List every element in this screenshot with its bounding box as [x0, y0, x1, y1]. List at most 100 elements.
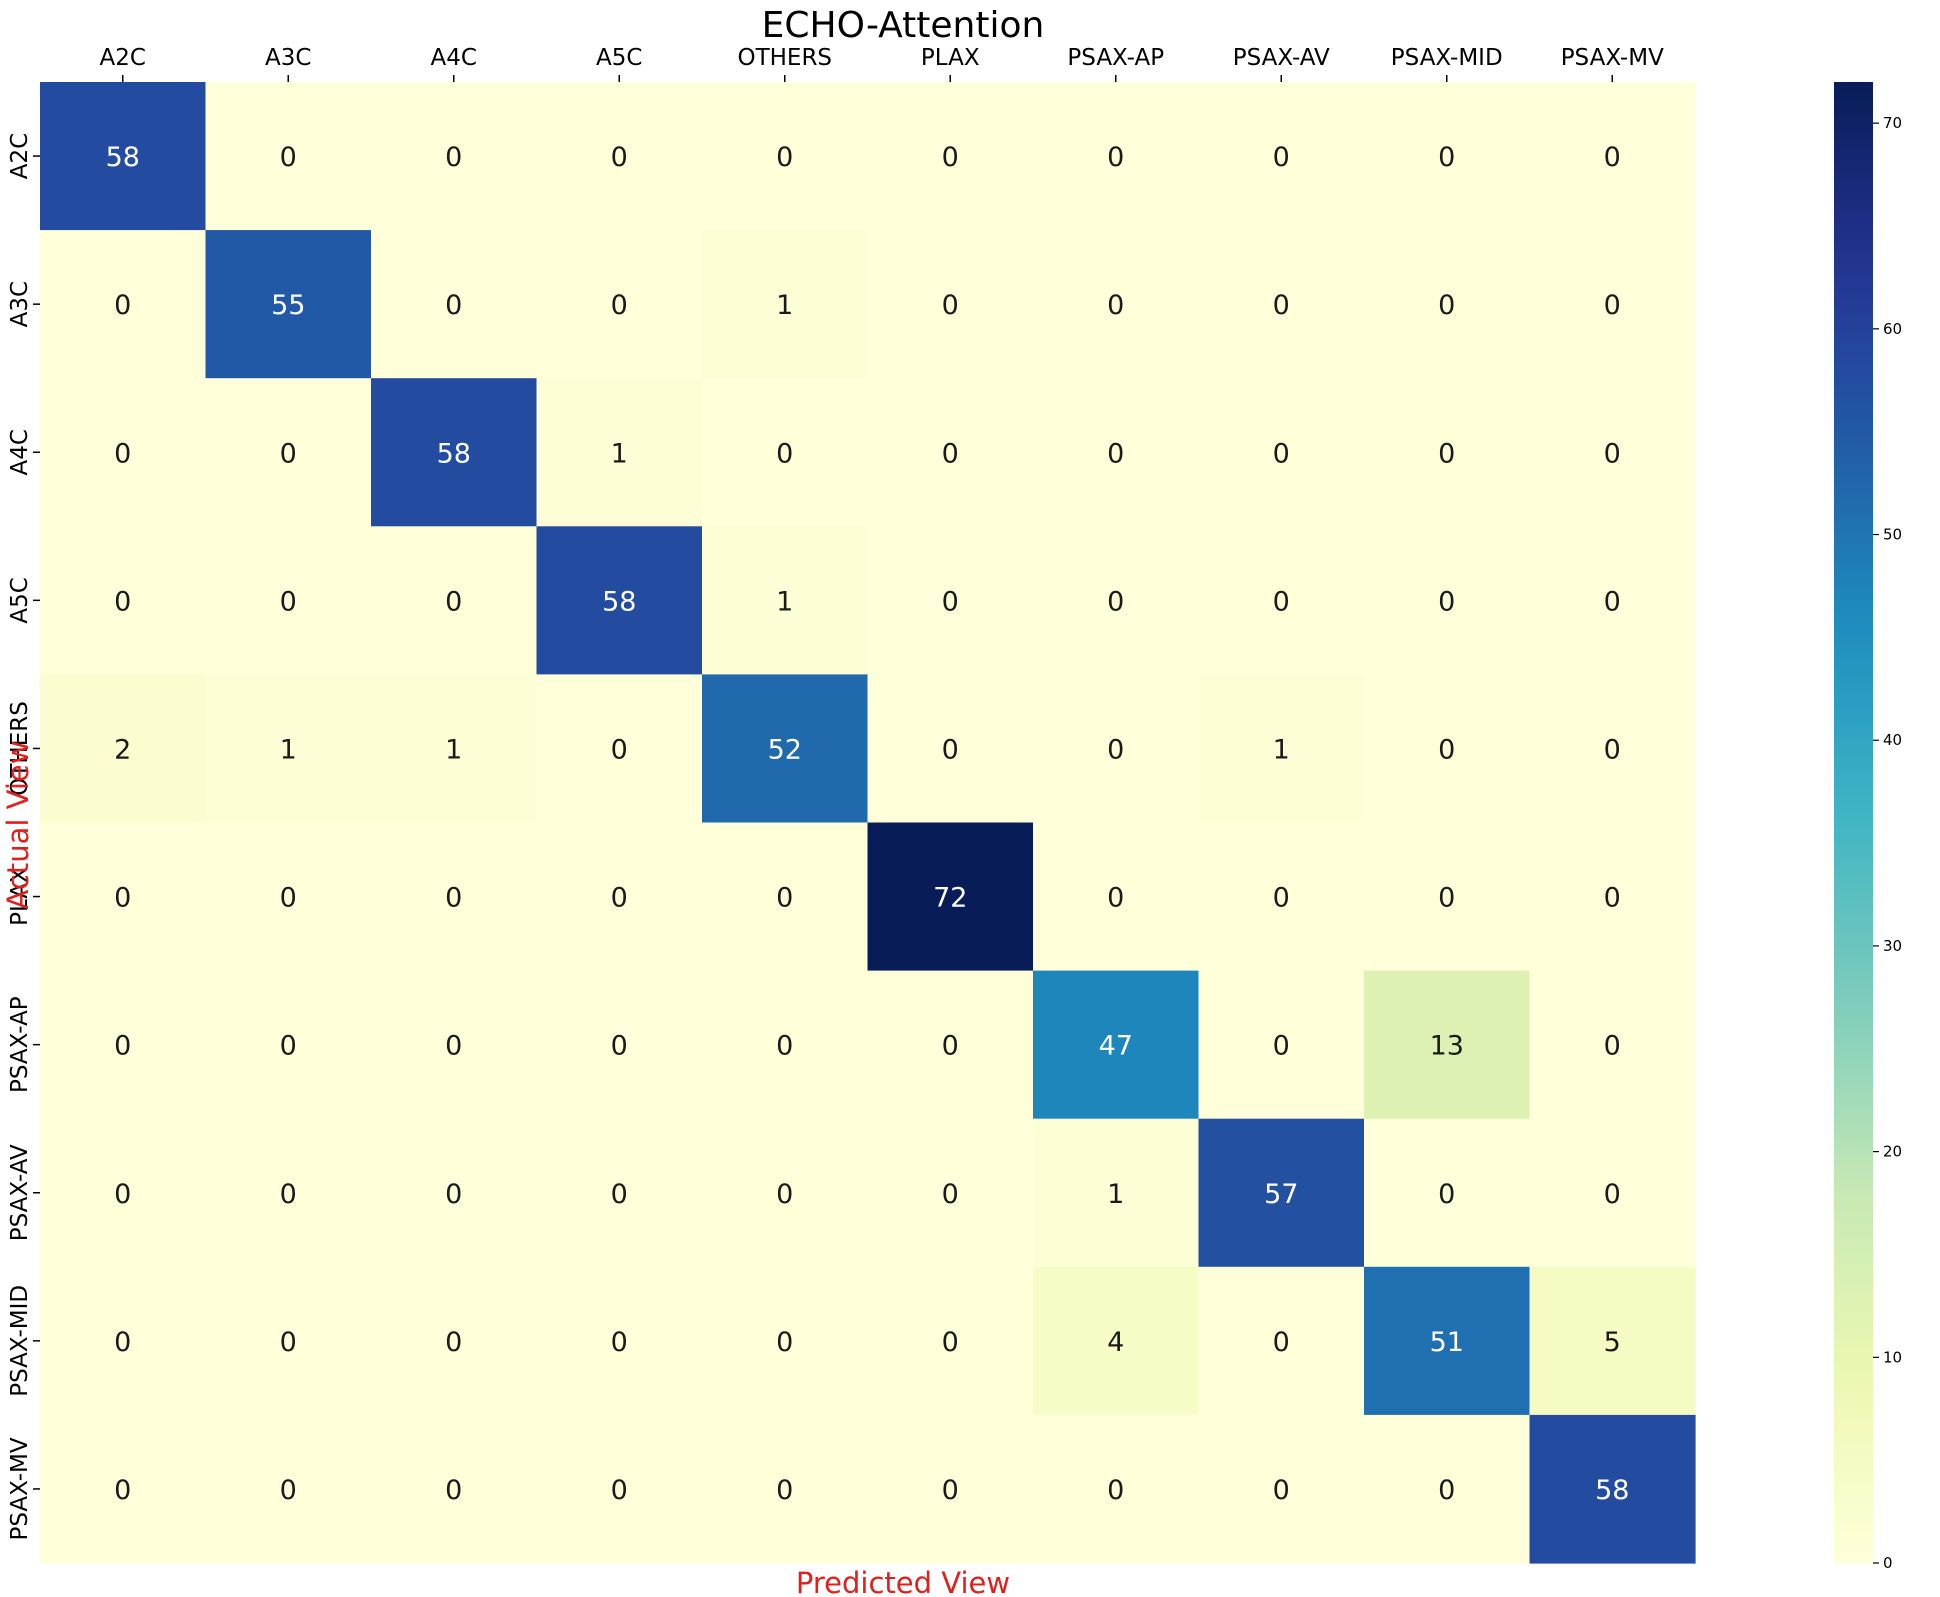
cell-value-label: 0	[776, 1179, 793, 1210]
heatmap-cell	[371, 230, 538, 379]
x-axis-ticks: A2C A3C A4C A5C OTHERS PLAX PSAX-AP PSAX-AV PSAX…	[100, 45, 1664, 82]
heatmap-cell	[40, 378, 207, 527]
cell-value-label: 0	[1273, 1327, 1290, 1358]
heatmap-cell	[1364, 230, 1531, 379]
cell-value-label: 0	[611, 1327, 628, 1358]
cell-value-label: 0	[942, 438, 959, 469]
cell-value-label: 0	[114, 1031, 131, 1062]
cell-value-label: 0	[1604, 1031, 1621, 1062]
cell-value-label: 0	[1438, 586, 1455, 617]
heatmap-cell	[536, 526, 703, 675]
heatmap-cell	[1529, 1118, 1696, 1268]
heatmap-cell	[205, 674, 372, 824]
cell-value-label: 58	[106, 142, 140, 173]
cell-value-label: 0	[1438, 438, 1455, 469]
y-tick-label: OTHERS	[7, 701, 33, 796]
heatmap-cell	[1033, 378, 1200, 527]
heatmap-cell	[205, 970, 372, 1120]
cell-value-label: 0	[1438, 1475, 1455, 1506]
heatmap-cell	[205, 1266, 372, 1416]
cell-value-label: 0	[1107, 1475, 1124, 1506]
heatmap-cell	[205, 82, 372, 231]
heatmap-cell	[1198, 82, 1365, 231]
y-tick-label: PSAX-AP	[7, 996, 33, 1093]
heatmap-cell	[371, 1266, 538, 1416]
heatmap-cell	[40, 82, 207, 231]
heatmap-cell	[1033, 822, 1200, 972]
heatmap-cell	[40, 1414, 207, 1564]
cell-value-label: 0	[445, 883, 462, 914]
heatmap-cell	[702, 82, 869, 231]
cell-value-label: 0	[1107, 438, 1124, 469]
y-tick-label: A3C	[7, 281, 33, 327]
heatmap-cell	[1033, 674, 1200, 824]
heatmap-cell	[371, 1118, 538, 1268]
heatmap-cell	[1529, 378, 1696, 527]
heatmap-cell	[867, 378, 1034, 527]
cell-value-label: 0	[611, 142, 628, 173]
cell-value-label: 0	[1604, 1179, 1621, 1210]
heatmap-cell	[1198, 1266, 1365, 1416]
cell-value-label: 58	[1595, 1475, 1629, 1506]
heatmap-cell	[205, 230, 372, 379]
heatmap-cell	[702, 822, 869, 972]
heatmap-cell	[371, 1414, 538, 1564]
heatmap-cell	[40, 970, 207, 1120]
cell-value-label: 0	[1107, 142, 1124, 173]
y-tick-label: PSAX-MV	[7, 1437, 33, 1540]
colorbar-tick-label: 10	[1883, 1348, 1902, 1366]
cell-value-label: 0	[1438, 1179, 1455, 1210]
colorbar-tick-label: 30	[1883, 937, 1902, 955]
heatmap-cell	[1529, 526, 1696, 675]
heatmap-cell	[1198, 1118, 1365, 1268]
cell-value-label: 13	[1430, 1031, 1464, 1062]
y-axis-label: Actual View	[1, 741, 35, 910]
heatmap-cell	[1364, 674, 1531, 824]
y-tick-label: A2C	[7, 133, 33, 179]
heatmap-cell	[536, 378, 703, 527]
heatmap-cell	[40, 526, 207, 675]
heatmap-cell	[205, 822, 372, 972]
heatmap-cell	[536, 1118, 703, 1268]
heatmap-cell	[1198, 822, 1365, 972]
heatmap-cell	[1033, 970, 1200, 1120]
heatmap-cell	[702, 230, 869, 379]
heatmap-cell	[867, 526, 1034, 675]
cell-value-label: 1	[776, 586, 793, 617]
cell-value-label: 0	[1604, 142, 1621, 173]
heatmap-cell	[1529, 82, 1696, 231]
cell-value-label: 0	[445, 1179, 462, 1210]
heatmap-cell	[1529, 674, 1696, 824]
heatmap-cell	[702, 1118, 869, 1268]
cell-value-label: 0	[114, 1327, 131, 1358]
cell-value-label: 0	[1604, 734, 1621, 765]
cell-value-label: 0	[1273, 438, 1290, 469]
heatmap-cell	[867, 1118, 1034, 1268]
cell-value-label: 0	[280, 438, 297, 469]
cell-value-label: 0	[942, 1327, 959, 1358]
cell-value-label: 0	[114, 290, 131, 321]
heatmap-cell	[702, 1414, 869, 1564]
heatmap-cell	[702, 526, 869, 675]
heatmap-cell	[40, 1118, 207, 1268]
cell-value-label: 58	[602, 586, 636, 617]
heatmap-cell	[371, 822, 538, 972]
cell-value-label: 1	[776, 290, 793, 321]
heatmap-cell	[702, 674, 869, 824]
x-tick-label: PSAX-AV	[1233, 45, 1330, 71]
cell-value-label: 0	[776, 1327, 793, 1358]
cell-value-label: 0	[942, 290, 959, 321]
cell-value-label: 0	[445, 142, 462, 173]
heatmap-cell	[1529, 1266, 1696, 1416]
x-tick-label: PSAX-MID	[1391, 45, 1503, 71]
cell-value-label: 0	[280, 1031, 297, 1062]
cell-value-label: 0	[280, 1475, 297, 1506]
heatmap-cell	[205, 1118, 372, 1268]
heatmap-cell	[371, 378, 538, 527]
cell-value-label: 0	[942, 1179, 959, 1210]
heatmap-cell	[40, 674, 207, 824]
heatmap-cell	[1529, 970, 1696, 1120]
cell-value-label: 0	[445, 290, 462, 321]
cell-value-label: 2	[114, 734, 131, 765]
heatmap-cell	[1364, 526, 1531, 675]
